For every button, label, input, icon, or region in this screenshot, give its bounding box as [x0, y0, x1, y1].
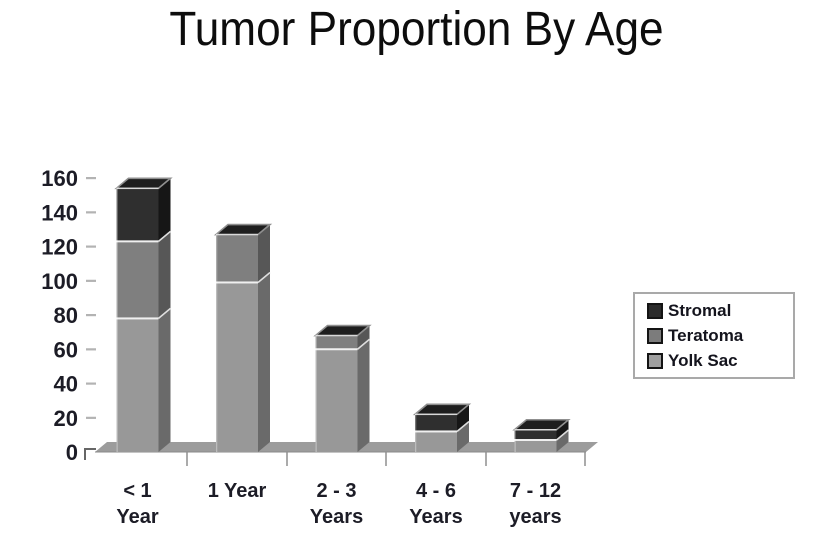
segment-separator [315, 348, 358, 351]
bar-segment [116, 318, 159, 452]
y-tick-label: 160 [41, 166, 78, 191]
y-tick-dash [86, 211, 96, 214]
legend-label-yolk-sac: Yolk Sac [668, 351, 738, 370]
bar-segment [315, 349, 358, 452]
x-category-label-line2: Years [310, 506, 363, 528]
stromal-swatch-icon [647, 302, 663, 319]
legend-entry-teratoma: Teratoma [647, 327, 787, 344]
legend-entry-yolk-sac: Yolk Sac [647, 352, 787, 369]
teratoma-swatch-icon [647, 327, 663, 344]
legend-entry-stromal: Stromal [647, 302, 787, 319]
bar-segment [514, 429, 557, 441]
axis-corner-mark [84, 448, 96, 460]
segment-separator [216, 281, 258, 284]
segment-separator-side [157, 307, 172, 320]
bar-segment [216, 282, 258, 452]
bar-segment [315, 335, 358, 350]
y-tick-label: 20 [54, 406, 78, 431]
x-category-label: < 1 [123, 480, 151, 502]
y-tick-label: 60 [54, 337, 78, 362]
segment-separator [116, 317, 159, 320]
y-tick-label: 120 [41, 235, 78, 260]
segment-separator [514, 439, 557, 442]
bar-left-highlight [415, 414, 417, 452]
y-tick-dash [86, 416, 96, 419]
segment-separator-side [257, 271, 271, 284]
y-tick-label: 100 [41, 269, 78, 294]
bar-segment [514, 440, 557, 452]
chart-legend: Stromal Teratoma Yolk Sac [633, 292, 795, 379]
segment-separator [415, 430, 457, 433]
y-tick-label: 40 [54, 372, 78, 397]
bar-segment-side [258, 224, 270, 283]
yolk-sac-swatch-icon [647, 352, 663, 369]
bar-segment-side [357, 339, 370, 452]
bar-segment [216, 234, 258, 283]
x-category-label: 1 Year [208, 480, 267, 502]
bar-left-highlight [514, 429, 516, 452]
x-category-label-line2: Years [409, 506, 462, 528]
x-category-label: 7 - 12 [510, 480, 561, 502]
y-tick-dash [86, 279, 96, 282]
x-category-label: 2 - 3 [316, 480, 356, 502]
bar-segment-side [556, 419, 569, 441]
x-category-label-line2: years [509, 506, 561, 528]
legend-label-teratoma: Teratoma [668, 326, 744, 345]
y-tick-dash [86, 177, 96, 180]
segment-separator-side [555, 429, 570, 441]
legend-label-stromal: Stromal [668, 301, 732, 320]
y-tick-dash [86, 314, 96, 317]
bar-left-highlight [315, 335, 317, 452]
bar-segment-side [457, 404, 469, 432]
bar-segment-side [158, 231, 171, 319]
y-tick-label: 140 [41, 200, 78, 225]
bar-segment-side [357, 325, 370, 350]
y-tick-dash [86, 382, 96, 385]
bar-segment-side [258, 272, 270, 452]
bar-segment [415, 431, 457, 452]
segment-separator-side [157, 230, 172, 242]
chart-title: Tumor Proportion By Age [169, 3, 664, 56]
bar-segment-side [158, 178, 171, 242]
bar-segment [116, 241, 159, 319]
bar-left-highlight [216, 234, 218, 452]
y-tick-dash [86, 245, 96, 248]
bar-segment-side [556, 430, 569, 452]
y-tick-label: 0 [66, 440, 78, 465]
bar-segment [116, 188, 159, 242]
segment-separator-side [456, 420, 470, 433]
y-tick-dash [86, 348, 96, 351]
segment-separator [116, 240, 159, 243]
segment-separator-side [356, 338, 371, 350]
x-category-label: 4 - 6 [416, 480, 456, 502]
bar-segment [415, 414, 457, 432]
x-category-label-line2: Year [116, 506, 158, 528]
bar-segment-side [158, 308, 171, 452]
y-tick-label: 80 [54, 303, 78, 328]
bar-left-highlight [116, 188, 118, 452]
